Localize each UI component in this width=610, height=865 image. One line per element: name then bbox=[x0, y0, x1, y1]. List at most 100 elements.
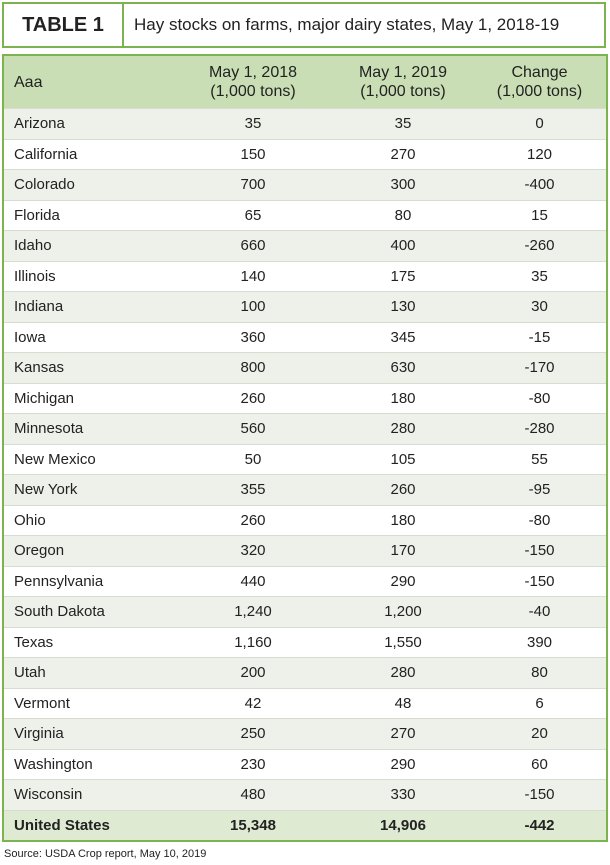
table-cell: 35 bbox=[333, 108, 473, 139]
table-cell: 630 bbox=[333, 352, 473, 383]
table-header: TABLE 1 Hay stocks on farms, major dairy… bbox=[2, 2, 606, 48]
table-cell: Washington bbox=[3, 748, 173, 780]
table-cell: 270 bbox=[333, 138, 473, 170]
table-row: Idaho 660 400 -260 bbox=[3, 230, 607, 261]
table-row: Michigan 260 180 -80 bbox=[3, 382, 607, 414]
table-cell: New York bbox=[3, 474, 173, 505]
table-cell: -95 bbox=[473, 474, 607, 505]
total-cell: 14,906 bbox=[333, 809, 473, 841]
table-row: Texas 1,160 1,550 390 bbox=[3, 626, 607, 658]
table-cell: 42 bbox=[173, 687, 333, 719]
table-cell: 800 bbox=[173, 352, 333, 383]
table-row: Washington 230 290 60 bbox=[3, 748, 607, 780]
table-cell: 120 bbox=[473, 138, 607, 170]
table-cell: 100 bbox=[173, 291, 333, 322]
table-cell: Utah bbox=[3, 657, 173, 688]
table-row: Virginia 250 270 20 bbox=[3, 718, 607, 749]
table-row: Iowa 360 345 -15 bbox=[3, 321, 607, 353]
table-cell: 0 bbox=[473, 108, 607, 139]
column-header: Change (1,000 tons) bbox=[473, 55, 607, 109]
table-cell: 1,200 bbox=[333, 596, 473, 627]
table-cell: -260 bbox=[473, 230, 607, 261]
table-row: Ohio 260 180 -80 bbox=[3, 504, 607, 536]
table-cell: 30 bbox=[473, 291, 607, 322]
table-cell: 175 bbox=[333, 260, 473, 292]
table-cell: 65 bbox=[173, 199, 333, 231]
table-row: Utah 200 280 80 bbox=[3, 657, 607, 688]
column-header: May 1, 2018 (1,000 tons) bbox=[173, 55, 333, 109]
table-cell: 330 bbox=[333, 779, 473, 810]
table-cell: 290 bbox=[333, 748, 473, 780]
table-cell: Texas bbox=[3, 626, 173, 658]
table-cell: Virginia bbox=[3, 718, 173, 749]
table-cell: 355 bbox=[173, 474, 333, 505]
table-cell: 105 bbox=[333, 443, 473, 475]
table-row: Florida 65 80 15 bbox=[3, 199, 607, 231]
table-cell: 400 bbox=[333, 230, 473, 261]
table-cell: 35 bbox=[473, 260, 607, 292]
table-cell: 1,240 bbox=[173, 596, 333, 627]
table-cell: 35 bbox=[173, 108, 333, 139]
table-cell: 80 bbox=[473, 657, 607, 688]
table-cell: Arizona bbox=[3, 108, 173, 139]
table-row: New York 355 260 -95 bbox=[3, 474, 607, 505]
table-cell: 60 bbox=[473, 748, 607, 780]
table-cell: 48 bbox=[333, 687, 473, 719]
table-cell: -150 bbox=[473, 535, 607, 566]
table-cell: 320 bbox=[173, 535, 333, 566]
table-label: TABLE 1 bbox=[4, 4, 124, 46]
table-cell: 560 bbox=[173, 413, 333, 444]
table-cell: 280 bbox=[333, 657, 473, 688]
table-cell: -150 bbox=[473, 779, 607, 810]
total-cell: -442 bbox=[473, 809, 607, 841]
table-cell: 150 bbox=[173, 138, 333, 170]
table-cell: 20 bbox=[473, 718, 607, 749]
table-cell: Ohio bbox=[3, 504, 173, 536]
table-cell: 55 bbox=[473, 443, 607, 475]
table-cell: 280 bbox=[333, 413, 473, 444]
table-cell: Vermont bbox=[3, 687, 173, 719]
table-cell: -280 bbox=[473, 413, 607, 444]
table-cell: 480 bbox=[173, 779, 333, 810]
table-row: Colorado 700 300 -400 bbox=[3, 169, 607, 200]
table-cell: 290 bbox=[333, 565, 473, 597]
table-row: Minnesota 560 280 -280 bbox=[3, 413, 607, 444]
table-cell: 390 bbox=[473, 626, 607, 658]
column-header: Aaa bbox=[3, 55, 173, 109]
source-note: Source: USDA Crop report, May 10, 2019 bbox=[4, 848, 207, 860]
table-cell: 1,550 bbox=[333, 626, 473, 658]
total-row: United States 15,348 14,906 -442 bbox=[3, 809, 607, 841]
table-cell: 15 bbox=[473, 199, 607, 231]
table-cell: 250 bbox=[173, 718, 333, 749]
table-cell: -170 bbox=[473, 352, 607, 383]
table-cell: 270 bbox=[333, 718, 473, 749]
table-cell: South Dakota bbox=[3, 596, 173, 627]
table-cell: 360 bbox=[173, 321, 333, 353]
table-title: Hay stocks on farms, major dairy states,… bbox=[134, 15, 560, 34]
table-cell: -150 bbox=[473, 565, 607, 597]
table-cell: 260 bbox=[173, 382, 333, 414]
table-row: Indiana 100 130 30 bbox=[3, 291, 607, 322]
table-cell: 80 bbox=[333, 199, 473, 231]
table-cell: Oregon bbox=[3, 535, 173, 566]
table-cell: 660 bbox=[173, 230, 333, 261]
table-row: South Dakota 1,240 1,200 -40 bbox=[3, 596, 607, 627]
table-cell: 130 bbox=[333, 291, 473, 322]
table-cell: 1,160 bbox=[173, 626, 333, 658]
table-cell: 200 bbox=[173, 657, 333, 688]
table-cell: 6 bbox=[473, 687, 607, 719]
table-cell: 700 bbox=[173, 169, 333, 200]
table-cell: 260 bbox=[173, 504, 333, 536]
table-cell: -400 bbox=[473, 169, 607, 200]
table-cell: -15 bbox=[473, 321, 607, 353]
table-row: California 150 270 120 bbox=[3, 138, 607, 170]
table-cell: 180 bbox=[333, 504, 473, 536]
total-cell: United States bbox=[3, 809, 173, 841]
table-cell: 50 bbox=[173, 443, 333, 475]
table-row: Wisconsin 480 330 -150 bbox=[3, 779, 607, 810]
table-cell: Kansas bbox=[3, 352, 173, 383]
table-cell: -80 bbox=[473, 504, 607, 536]
table-cell: 300 bbox=[333, 169, 473, 200]
table-cell: Indiana bbox=[3, 291, 173, 322]
